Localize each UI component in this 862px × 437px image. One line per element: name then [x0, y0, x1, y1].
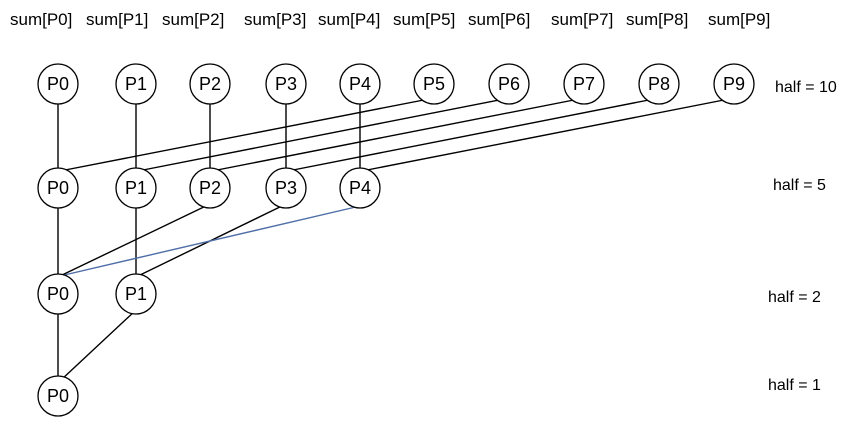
node-l0-p2: P2 — [189, 63, 231, 105]
sum-label-p1: sum[P1] — [86, 10, 148, 29]
node-label: P0 — [47, 386, 69, 406]
node-layer: P0 P1 P2 P3 P4 P5 P6 P7 P8 P9 P0 P1 P2 P3 P4 P0 P1 P0 — [37, 63, 755, 417]
node-circle — [413, 63, 455, 105]
node-circle — [189, 63, 231, 105]
node-label: P6 — [498, 74, 520, 94]
node-l0-p9: P9 — [713, 63, 755, 105]
node-label: P1 — [125, 74, 147, 94]
node-l1-p0: P0 — [37, 167, 79, 209]
half-label-level-2: half = 2 — [768, 289, 821, 306]
half-label-level-0: half = 10 — [775, 79, 837, 96]
node-label: P3 — [275, 74, 297, 94]
sum-label-p5: sum[P5] — [393, 10, 455, 29]
node-circle — [37, 167, 79, 209]
node-l3-p0: P0 — [37, 375, 79, 417]
node-circle — [265, 167, 307, 209]
node-l0-p1: P1 — [115, 63, 157, 105]
node-label: P4 — [349, 74, 371, 94]
node-circle — [37, 375, 79, 417]
node-circle — [189, 167, 231, 209]
half-label-level-1: half = 5 — [773, 177, 826, 194]
label-layer: sum[P0] sum[P1] sum[P2] sum[P3] sum[P4] sum[P… — [10, 10, 837, 394]
sum-label-p8: sum[P8] — [626, 10, 688, 29]
edge-l0-p6-to-l1-p1 — [137, 97, 510, 172]
node-circle — [563, 63, 605, 105]
sum-label-p9: sum[P9] — [708, 10, 770, 29]
node-l1-p3: P3 — [265, 167, 307, 209]
node-l0-p0: P0 — [37, 63, 79, 105]
node-circle — [638, 63, 680, 105]
node-circle — [265, 63, 307, 105]
edge-l0-p9-to-l1-p4 — [361, 97, 735, 172]
node-label: P2 — [199, 178, 221, 198]
sum-label-p2: sum[P2] — [162, 10, 224, 29]
node-l0-p4: P4 — [339, 63, 381, 105]
half-label-level-3: half = 1 — [768, 377, 821, 394]
edge-l1-p4-to-l2-p0 — [59, 205, 361, 277]
edge-l0-p8-to-l1-p3 — [287, 97, 660, 172]
node-circle — [37, 63, 79, 105]
node-label: P8 — [648, 74, 670, 94]
node-circle — [713, 63, 755, 105]
sum-label-p6: sum[P6] — [468, 10, 530, 29]
node-circle — [115, 63, 157, 105]
node-circle — [37, 273, 79, 315]
node-l0-p6: P6 — [488, 63, 530, 105]
node-label: P5 — [423, 74, 445, 94]
node-label: P0 — [47, 284, 69, 304]
edge-l0-p5-to-l1-p0 — [59, 97, 435, 172]
node-l0-p3: P3 — [265, 63, 307, 105]
edge-l1-p2-to-l2-p0 — [59, 203, 211, 277]
node-label: P1 — [125, 178, 147, 198]
node-label: P4 — [349, 178, 371, 198]
edge-layer — [57, 97, 735, 381]
edge-l0-p7-to-l1-p2 — [211, 97, 585, 172]
sum-label-p4: sum[P4] — [318, 10, 380, 29]
node-label: P2 — [199, 74, 221, 94]
node-l1-p1: P1 — [115, 167, 157, 209]
node-circle — [339, 167, 381, 209]
node-l1-p4: P4 — [339, 167, 381, 209]
node-circle — [115, 273, 157, 315]
edge-l2-p1-to-l3-p0 — [60, 309, 137, 381]
node-label: P7 — [573, 74, 595, 94]
node-l1-p2: P2 — [189, 167, 231, 209]
node-circle — [339, 63, 381, 105]
node-circle — [488, 63, 530, 105]
sum-label-p0: sum[P0] — [10, 10, 72, 29]
node-label: P9 — [723, 74, 745, 94]
node-l2-p1: P1 — [115, 273, 157, 315]
node-circle — [115, 167, 157, 209]
node-l2-p0: P0 — [37, 273, 79, 315]
node-label: P3 — [275, 178, 297, 198]
sum-label-p3: sum[P3] — [244, 10, 306, 29]
node-l0-p7: P7 — [563, 63, 605, 105]
node-label: P1 — [125, 284, 147, 304]
sum-label-p7: sum[P7] — [551, 10, 613, 29]
node-l0-p8: P8 — [638, 63, 680, 105]
node-label: P0 — [47, 178, 69, 198]
node-l0-p5: P5 — [413, 63, 455, 105]
node-label: P0 — [47, 74, 69, 94]
